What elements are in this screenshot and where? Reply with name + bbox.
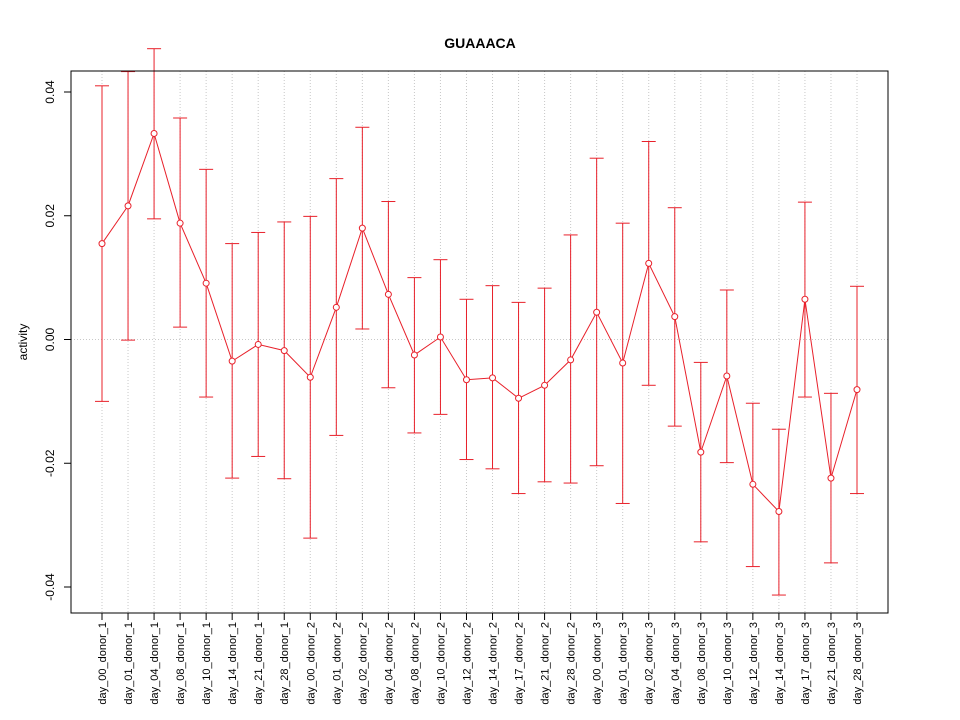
series-line-layer (101, 131, 858, 513)
data-point (176, 219, 184, 227)
x-tick-label: day_01_donor_2 (331, 622, 343, 705)
chart-title: GUAAACA (444, 35, 516, 51)
data-point (150, 129, 158, 137)
data-point (853, 386, 861, 394)
data-point (619, 359, 627, 367)
series-line (101, 131, 858, 513)
x-tick-label: day_10_donor_1 (201, 622, 213, 705)
data-point (567, 356, 575, 364)
grid (71, 71, 888, 613)
data-point (775, 508, 783, 516)
x-tick-label: day_12_donor_2 (461, 622, 473, 705)
y-tick-label: -0.02 (43, 449, 57, 477)
data-point (749, 480, 757, 488)
x-tick-label: day_28_donor_1 (279, 622, 291, 705)
x-tick-label: day_14_donor_2 (488, 622, 500, 705)
y-tick-label: 0.00 (43, 327, 57, 351)
data-point (723, 372, 731, 380)
data-point (801, 295, 809, 303)
data-points (98, 129, 861, 516)
x-tick-label: day_08_donor_3 (696, 622, 708, 705)
data-point (306, 373, 314, 381)
x-tick-label: day_00_donor_2 (305, 622, 317, 705)
x-tick-label: day_08_donor_2 (409, 622, 421, 705)
x-tick-label: day_08_donor_1 (175, 622, 187, 705)
y-tick-label: 0.04 (43, 80, 57, 104)
x-tick-label: day_28_donor_3 (852, 622, 864, 705)
x-tick-label: day_21_donor_2 (540, 622, 552, 705)
data-point (228, 357, 236, 365)
x-tick-label: day_12_donor_3 (748, 622, 760, 705)
x-tick-label: day_10_donor_3 (722, 622, 734, 705)
data-point (645, 259, 653, 267)
data-point (384, 290, 392, 298)
x-tick-label: day_04_donor_1 (149, 622, 161, 705)
x-tick-label: day_04_donor_3 (670, 622, 682, 705)
y-axis-title: activity (16, 324, 30, 361)
data-point (827, 474, 835, 482)
x-tick-label: day_02_donor_2 (357, 622, 369, 705)
plot-frame (70, 70, 889, 614)
y-tick-label: -0.04 (43, 573, 57, 601)
x-tick-label: day_14_donor_1 (227, 622, 239, 705)
data-point (202, 279, 210, 287)
data-point (593, 308, 601, 316)
data-point (280, 347, 288, 355)
x-tick-label: day_01_donor_3 (618, 622, 630, 705)
x-tick-label: day_21_donor_3 (826, 622, 838, 705)
y-tick-label: 0.02 (43, 204, 57, 228)
x-tick-label: day_02_donor_3 (644, 622, 656, 705)
data-point (254, 340, 262, 348)
data-point (462, 376, 470, 384)
x-tick-label: day_10_donor_2 (435, 622, 447, 705)
data-point (515, 394, 523, 402)
data-point (671, 313, 679, 321)
x-tick-label: day_01_donor_1 (123, 622, 135, 705)
data-point (358, 224, 366, 232)
data-point (332, 303, 340, 311)
x-tick-label: day_00_donor_3 (592, 622, 604, 705)
error-bars (95, 48, 864, 596)
y-axis: -0.04 -0.02 0.00 0.02 0.04 (43, 80, 72, 601)
x-axis: day_00_donor_1 day_01_donor_1 day_04_donor… (97, 612, 864, 705)
x-tick-label: day_00_donor_1 (97, 622, 109, 705)
data-point (124, 202, 132, 210)
x-tick-label: day_04_donor_2 (383, 622, 395, 705)
x-tick-label: day_14_donor_3 (774, 622, 786, 705)
x-tick-label: day_28_donor_2 (566, 622, 578, 705)
data-point (98, 240, 106, 248)
x-tick-label: day_17_donor_3 (800, 622, 812, 705)
data-point (697, 448, 705, 456)
x-tick-label: day_17_donor_2 (514, 622, 526, 705)
data-point (436, 333, 444, 341)
data-point (489, 374, 497, 382)
data-point (410, 351, 418, 359)
data-point (541, 381, 549, 389)
x-tick-label: day_21_donor_1 (253, 622, 265, 705)
